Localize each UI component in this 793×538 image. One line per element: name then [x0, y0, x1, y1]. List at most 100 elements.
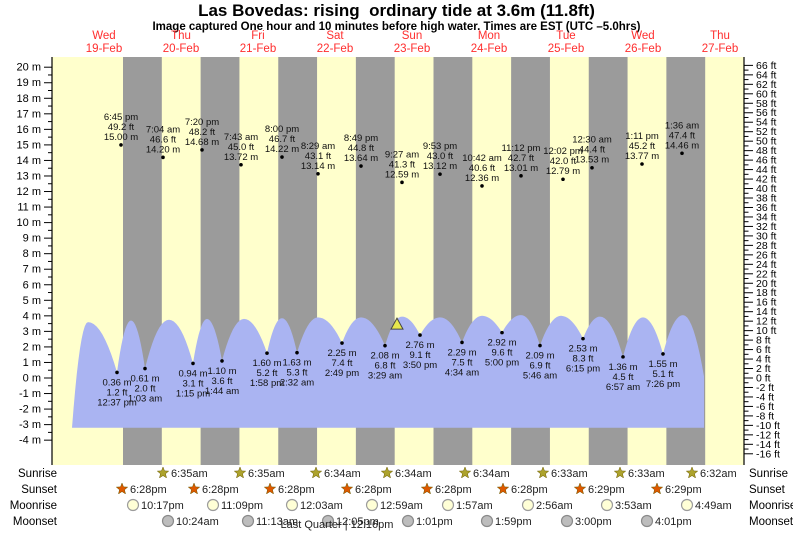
right-axis-label: 44 ft — [756, 164, 777, 176]
right-axis-label: 34 ft — [756, 211, 777, 223]
high-tide-metres: 15.00 m — [104, 132, 138, 143]
right-axis-label: 28 ft — [756, 240, 777, 252]
high-tide-point — [400, 180, 404, 185]
right-axis-label: 38 ft — [756, 193, 777, 205]
sunrise-time: 6:32am — [700, 468, 737, 480]
high-tide-point — [561, 177, 565, 182]
right-axis-label: 42 ft — [756, 174, 777, 186]
moonrise-icon — [680, 498, 694, 512]
sunrise-icon — [380, 466, 394, 479]
left-axis-label: 10 m — [17, 217, 41, 229]
low-tide-feet: 9.6 ft — [491, 348, 512, 359]
day-header: Thu — [171, 30, 191, 42]
low-tide-metres: 1.10 m — [207, 366, 236, 377]
high-tide-metres: 13.72 m — [224, 152, 258, 163]
moonset-icon — [480, 514, 494, 528]
low-tide-feet: 6.8 ft — [374, 361, 395, 372]
low-tide-time: 4:34 am — [445, 367, 479, 378]
low-tide-time: 1:15 pm — [176, 388, 210, 399]
high-tide-metres: 12.36 m — [465, 173, 499, 184]
high-tide-feet: 42.0 ft — [550, 156, 577, 167]
row-label-left-moonrise: Moonrise — [10, 500, 57, 512]
right-axis-label: 50 ft — [756, 136, 777, 148]
moonrise-icon — [126, 498, 140, 512]
sunrise-time: 6:34am — [324, 468, 361, 480]
right-axis-label: 14 ft — [756, 306, 777, 318]
low-tide-time: 5:46 am — [523, 371, 557, 382]
left-axis-label: 15 m — [17, 139, 41, 151]
row-label-left-sunset: Sunset — [21, 484, 58, 496]
left-axis-label: 20 m — [17, 62, 41, 74]
left-axis-label: 11 m — [17, 202, 41, 214]
low-tide-feet: 7.5 ft — [451, 357, 472, 368]
sunrise-time: 6:34am — [473, 468, 510, 480]
moonrise-time: 11:09pm — [221, 500, 263, 512]
moonrise-time: 2:56am — [536, 500, 573, 512]
low-tide-feet: 1.2 ft — [106, 387, 127, 398]
low-tide-metres: 2.09 m — [525, 351, 554, 362]
low-tide-point — [220, 359, 224, 363]
right-axis-label: 64 ft — [756, 69, 777, 81]
low-tide-point — [191, 361, 195, 366]
sunrise-icon — [309, 466, 323, 479]
high-tide-feet: 46.7 ft — [269, 134, 296, 145]
row-label-right-moonset: Moonset — [749, 516, 793, 528]
low-tide-metres: 2.25 m — [327, 348, 356, 359]
right-axis-label: 52 ft — [756, 126, 777, 138]
current-tide-marker — [390, 317, 404, 330]
high-tide-feet: 40.6 ft — [469, 163, 496, 174]
moonrise-icon — [206, 498, 220, 512]
low-tide-metres: 2.76 m — [405, 340, 434, 351]
left-axis-label: 5 m — [23, 295, 41, 307]
low-tide-feet: 5.3 ft — [286, 368, 307, 379]
right-axis-label: -12 ft — [756, 429, 780, 441]
sunset-time: 6:28pm — [130, 484, 167, 496]
left-axis-label: -3 m — [19, 419, 41, 431]
moonrise-icon — [521, 498, 535, 512]
high-tide-time: 8:00 pm — [265, 124, 299, 135]
high-tide-time: 12:02 pm — [543, 146, 583, 157]
high-tide-metres: 13.12 m — [423, 161, 457, 172]
moonrise-icon — [285, 498, 299, 512]
high-tide-metres: 14.68 m — [185, 137, 219, 148]
low-tide-point — [621, 355, 625, 359]
day-header: Mon — [478, 30, 500, 42]
low-tide-point — [500, 330, 504, 335]
chart-title: Las Bovedas: rising ordinary tide at 3.6… — [198, 1, 595, 20]
low-tide-metres: 1.60 m — [252, 358, 281, 369]
high-tide-time: 8:49 pm — [344, 133, 378, 144]
high-tide-time: 7:43 am — [224, 132, 258, 143]
moonrise-icon — [365, 498, 379, 512]
day-header-date: 19-Feb — [86, 43, 122, 55]
right-axis-label: 12 ft — [756, 316, 777, 328]
high-tide-feet: 46.6 ft — [150, 134, 177, 145]
right-axis-label: -8 ft — [756, 410, 774, 422]
low-tide-point — [538, 343, 542, 348]
low-tide-metres: 2.92 m — [487, 338, 516, 349]
low-tide-time: 5:00 pm — [485, 358, 519, 369]
low-tide-metres: 2.08 m — [370, 351, 399, 362]
sunset-time: 6:28pm — [355, 484, 392, 496]
left-axis-label: 1 m — [23, 357, 41, 369]
day-header-date: 22-Feb — [317, 43, 353, 55]
right-axis-label: 0 ft — [756, 373, 771, 385]
row-label-right-moonrise: Moonrise — [749, 500, 793, 512]
moonset-time: 11:13am — [256, 516, 298, 528]
left-axis-label: -2 m — [19, 404, 41, 416]
high-tide-metres: 13.77 m — [625, 151, 659, 162]
left-axis-label: 19 m — [17, 77, 41, 89]
moonrise-time: 12:59am — [380, 500, 423, 512]
day-header: Wed — [631, 30, 654, 42]
left-axis-label: 0 m — [23, 373, 41, 385]
low-tide-point — [460, 340, 464, 345]
sunset-time: 6:29pm — [588, 484, 625, 496]
low-tide-feet: 3.6 ft — [211, 376, 232, 387]
day-header: Fri — [251, 30, 264, 42]
moonset-icon — [640, 514, 654, 528]
sunrise-time: 6:33am — [551, 468, 588, 480]
low-tide-point — [115, 370, 119, 375]
day-header: Sat — [326, 30, 344, 42]
sunset-time: 6:28pm — [202, 484, 239, 496]
left-axis-label: -1 m — [19, 388, 41, 400]
